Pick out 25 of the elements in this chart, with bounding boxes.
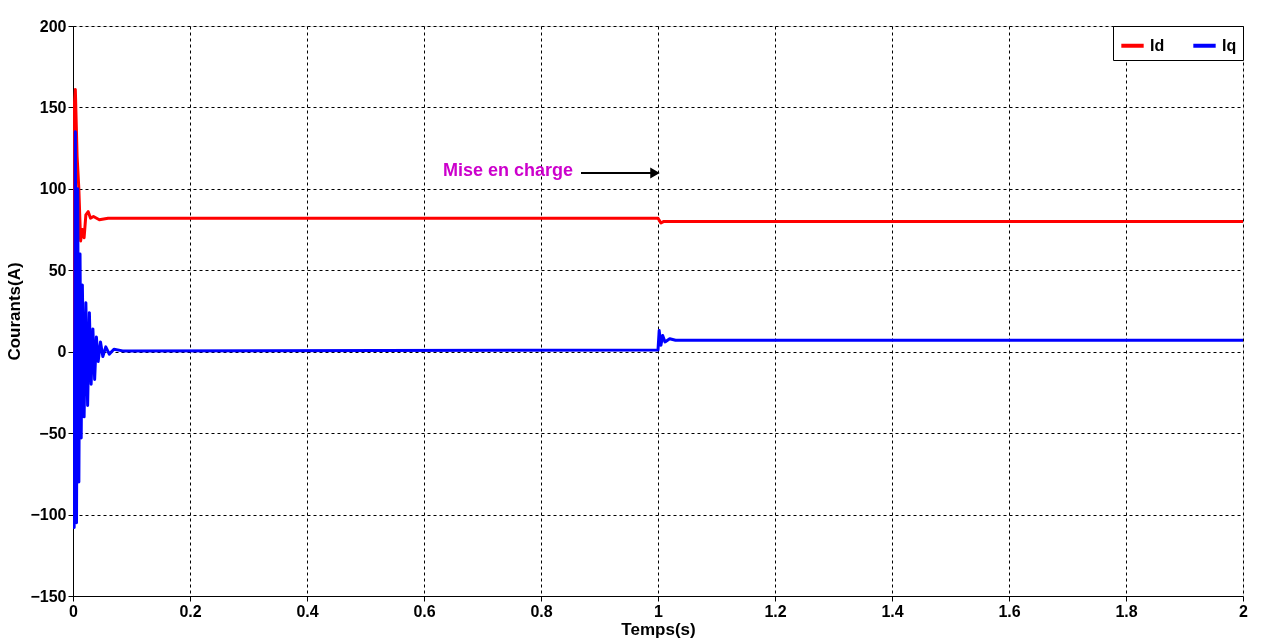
y-tick-label: 100	[39, 180, 67, 198]
legend-label: Iq	[1222, 36, 1237, 54]
legend-label: Id	[1150, 36, 1165, 54]
y-tick-label: 200	[39, 17, 67, 35]
x-tick-label: 0.6	[413, 602, 436, 620]
x-axis-title: Temps(s)	[621, 619, 696, 638]
x-tick-label: 0	[69, 602, 79, 620]
x-tick-label: 1.2	[764, 602, 787, 620]
y-tick-label: 50	[48, 261, 67, 279]
y-tick-label: −50	[39, 424, 67, 442]
y-tick-label: −150	[30, 587, 67, 605]
y-axis-title: Courants(A)	[5, 262, 25, 361]
x-tick-label: 0.8	[530, 602, 553, 620]
x-tick-label: 2	[1239, 602, 1249, 620]
x-tick-label: 1.6	[998, 602, 1021, 620]
x-tick-label: 1.8	[1115, 602, 1138, 620]
x-tick-label: 0.2	[179, 602, 202, 620]
y-tick-label: 150	[39, 98, 67, 116]
annotation: Mise en charge	[442, 160, 573, 180]
x-tick-label: 1	[654, 602, 664, 620]
x-tick-label: 0.4	[296, 602, 319, 620]
y-tick-label: 0	[57, 343, 67, 361]
x-tick-label: 1.4	[881, 602, 904, 620]
line-series	[73, 130, 1243, 530]
y-tick-label: −100	[30, 506, 67, 524]
